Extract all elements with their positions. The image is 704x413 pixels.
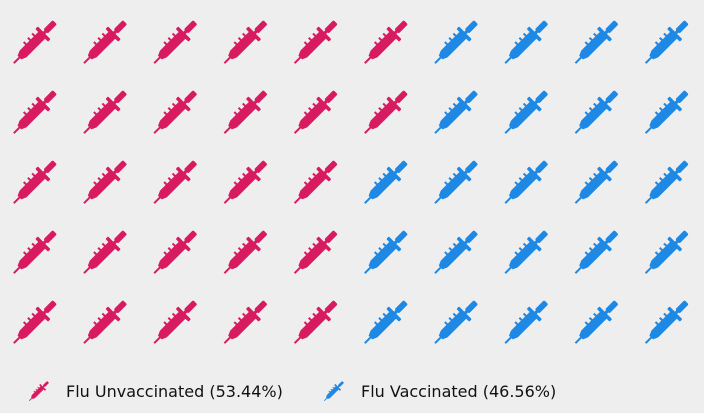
syringe-icon-flu-vaccinated	[504, 300, 549, 344]
legend: Flu Unvaccinated (53.44%) Flu Vaccinated…	[0, 376, 704, 406]
syringe-icon-flu-vaccinated	[364, 300, 408, 344]
syringe-icon-flu-unvaccinated	[293, 20, 338, 64]
syringe-icon-flu-unvaccinated	[293, 230, 338, 274]
legend-syringe-icon-unvaccinated	[28, 380, 50, 402]
syringe-icon-flu-unvaccinated	[223, 20, 268, 64]
syringe-icon-flu-vaccinated	[434, 300, 479, 344]
syringe-icon-flu-unvaccinated	[293, 300, 338, 344]
syringe-icon-flu-unvaccinated	[83, 300, 128, 344]
syringe-icon-flu-vaccinated	[434, 160, 479, 204]
syringe-icon-flu-unvaccinated	[223, 300, 268, 344]
syringe-icon-flu-vaccinated	[644, 300, 689, 344]
syringe-icon-flu-vaccinated	[574, 160, 619, 204]
syringe-icon-flu-vaccinated	[504, 90, 549, 134]
syringe-icon-flu-unvaccinated	[364, 90, 408, 134]
syringe-icon-flu-vaccinated	[574, 20, 619, 64]
syringe-icon-flu-vaccinated	[434, 230, 479, 274]
syringe-icon-flu-vaccinated	[644, 20, 689, 64]
syringe-icon-flu-unvaccinated	[13, 300, 57, 344]
legend-label: Flu Vaccinated (46.56%)	[361, 381, 557, 401]
legend-item-flu-vaccinated: Flu Vaccinated (46.56%)	[323, 376, 556, 406]
syringe-icon-flu-vaccinated	[644, 160, 689, 204]
legend-item-flu-unvaccinated: Flu Unvaccinated (53.44%)	[28, 376, 283, 406]
syringe-icon-flu-vaccinated	[364, 160, 408, 204]
syringe-icon-flu-unvaccinated	[293, 160, 338, 204]
syringe-icon-flu-vaccinated	[434, 90, 479, 134]
syringe-icon-flu-unvaccinated	[153, 300, 198, 344]
syringe-icon-flu-vaccinated	[574, 230, 619, 274]
syringe-icon-flu-unvaccinated	[223, 230, 268, 274]
syringe-icon-flu-unvaccinated	[153, 160, 198, 204]
syringe-icon-flu-unvaccinated	[13, 230, 57, 274]
syringe-icon-flu-unvaccinated	[293, 90, 338, 134]
syringe-icon-flu-unvaccinated	[83, 160, 128, 204]
syringe-icon-flu-vaccinated	[574, 90, 619, 134]
pictograph-chart	[13, 20, 689, 344]
syringe-icon-flu-unvaccinated	[153, 20, 198, 64]
legend-label: Flu Unvaccinated (53.44%)	[66, 381, 283, 401]
syringe-icon-flu-unvaccinated	[83, 230, 128, 274]
syringe-icon-flu-unvaccinated	[153, 230, 198, 274]
syringe-icon-flu-unvaccinated	[223, 160, 268, 204]
syringe-icon-flu-vaccinated	[504, 20, 549, 64]
syringe-icon-flu-unvaccinated	[83, 20, 128, 64]
syringe-icon-flu-vaccinated	[504, 230, 549, 274]
legend-syringe-icon-vaccinated	[323, 380, 345, 402]
syringe-icon-flu-vaccinated	[364, 230, 408, 274]
syringe-icon-flu-unvaccinated	[83, 90, 128, 134]
syringe-icon-flu-unvaccinated	[13, 90, 57, 134]
syringe-icon-flu-vaccinated	[434, 20, 479, 64]
syringe-icon-flu-vaccinated	[574, 300, 619, 344]
syringe-icon-flu-vaccinated	[504, 160, 549, 204]
syringe-icon-flu-unvaccinated	[223, 90, 268, 134]
syringe-icon-flu-vaccinated	[644, 90, 689, 134]
syringe-icon-flu-unvaccinated	[364, 20, 408, 64]
syringe-icon-flu-unvaccinated	[13, 160, 57, 204]
syringe-icon-flu-unvaccinated	[153, 90, 198, 134]
syringe-icon-flu-vaccinated	[644, 230, 689, 274]
syringe-icon-flu-unvaccinated	[13, 20, 57, 64]
